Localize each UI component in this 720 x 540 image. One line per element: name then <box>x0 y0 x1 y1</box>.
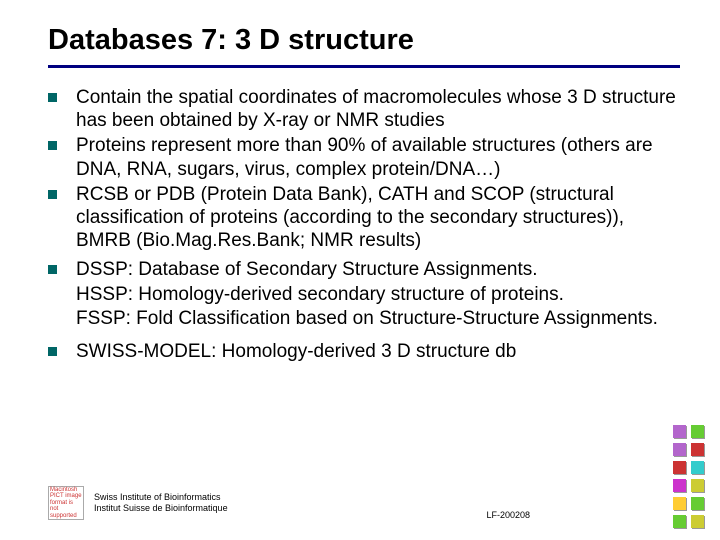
slide-code: LF-200208 <box>486 510 530 520</box>
decorative-squares <box>673 425 704 528</box>
color-square-icon <box>673 443 686 456</box>
institution-line: Swiss Institute of Bioinformatics <box>94 492 228 503</box>
pict-placeholder-icon: Macintosh PICT image format is not suppo… <box>48 486 84 520</box>
institution-line: Institut Suisse de Bioinformatique <box>94 503 228 514</box>
slide: Databases 7: 3 D structure Contain the s… <box>0 0 720 540</box>
bullet-item: DSSP: Database of Secondary Structure As… <box>48 258 680 281</box>
color-square-icon <box>673 515 686 528</box>
bullet-item: SWISS-MODEL: Homology-derived 3 D struct… <box>48 340 680 363</box>
color-square-icon <box>673 425 686 438</box>
color-square-icon <box>691 515 704 528</box>
slide-title: Databases 7: 3 D structure <box>48 24 680 68</box>
continuation-line: HSSP: Homology-derived secondary structu… <box>48 283 680 306</box>
institution-block: Swiss Institute of Bioinformatics Instit… <box>94 492 228 514</box>
color-square-icon <box>673 479 686 492</box>
color-square-icon <box>673 497 686 510</box>
color-square-icon <box>673 461 686 474</box>
color-square-icon <box>691 443 704 456</box>
color-square-icon <box>691 425 704 438</box>
bullet-item: Contain the spatial coordinates of macro… <box>48 86 680 132</box>
color-square-icon <box>691 461 704 474</box>
footer-left: Macintosh PICT image format is not suppo… <box>48 486 680 520</box>
color-square-icon <box>691 479 704 492</box>
bullet-list: Contain the spatial coordinates of macro… <box>48 86 680 281</box>
bullet-list: SWISS-MODEL: Homology-derived 3 D struct… <box>48 340 680 363</box>
bullet-item: RCSB or PDB (Protein Data Bank), CATH an… <box>48 183 680 253</box>
color-square-icon <box>691 497 704 510</box>
footer: Macintosh PICT image format is not suppo… <box>48 486 680 520</box>
continuation-line: FSSP: Fold Classification based on Struc… <box>48 307 680 330</box>
bullet-item: Proteins represent more than 90% of avai… <box>48 134 680 180</box>
